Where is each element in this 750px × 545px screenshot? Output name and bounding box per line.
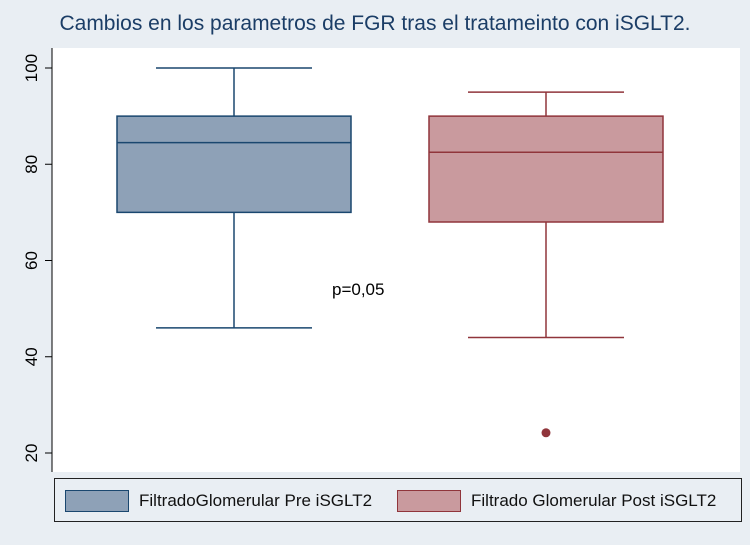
- iqr-box: [428, 115, 664, 223]
- y-tick-label-20: 20: [22, 444, 41, 463]
- y-tick-label-60: 60: [22, 251, 41, 270]
- legend-label-pre: FiltradoGlomerular Pre iSGLT2: [139, 491, 373, 510]
- y-tick-label-80: 80: [22, 155, 41, 174]
- y-tick-label-100: 100: [22, 54, 41, 82]
- legend-swatch-pre: [65, 490, 129, 512]
- legend-item-pre: FiltradoGlomerular Pre iSGLT2: [65, 489, 372, 513]
- y-axis: 20 40 60 80 100: [22, 54, 52, 463]
- outlier-point: [541, 428, 551, 438]
- box-series: [116, 67, 664, 438]
- legend-item-post: Filtrado Glomerular Post iSGLT2: [397, 489, 716, 513]
- iqr-box: [116, 115, 352, 214]
- y-tick-label-40: 40: [22, 347, 41, 366]
- box-post: [428, 91, 664, 438]
- p-value-annotation: p=0,05: [332, 280, 384, 299]
- legend: FiltradoGlomerular Pre iSGLT2 Filtrado G…: [54, 478, 742, 522]
- legend-label-post: Filtrado Glomerular Post iSGLT2: [471, 491, 717, 510]
- plot-area: [52, 48, 740, 472]
- legend-swatch-post: [397, 490, 461, 512]
- chart-title: Cambios en los parametros de FGR tras el…: [59, 12, 691, 35]
- box-pre: [116, 67, 352, 329]
